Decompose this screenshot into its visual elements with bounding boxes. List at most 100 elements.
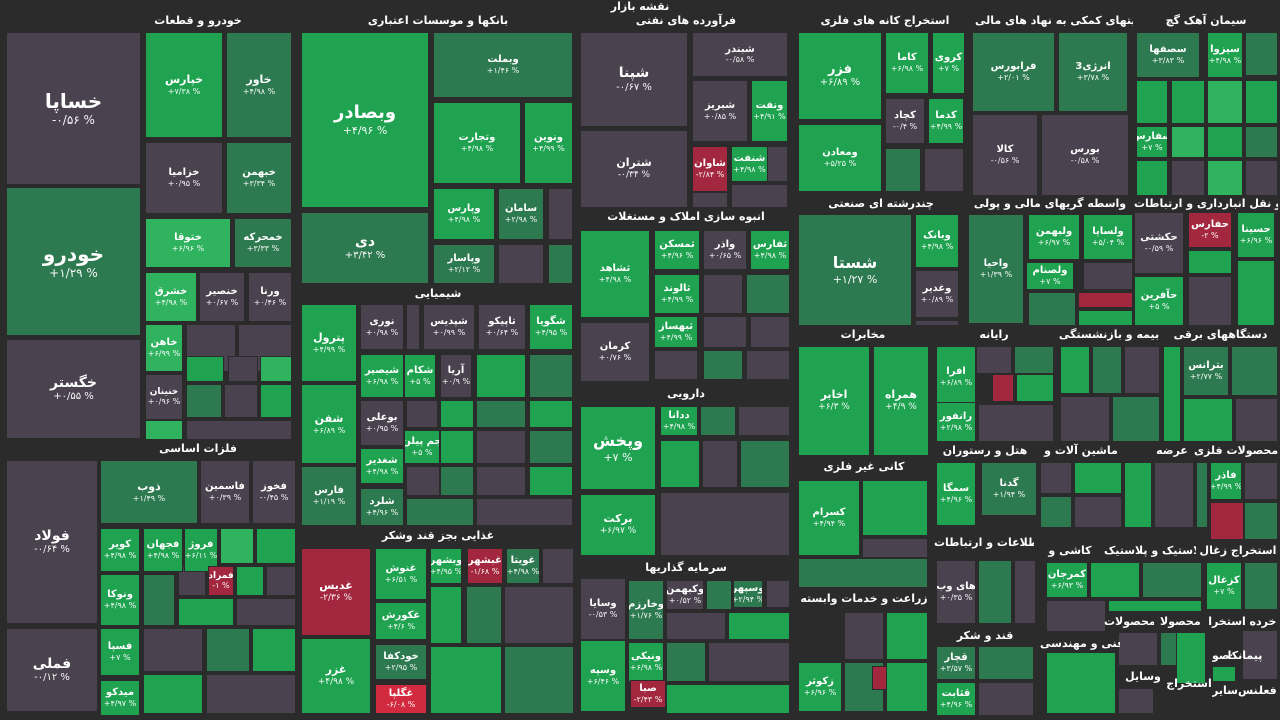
treemap-cell[interactable] — [1244, 562, 1278, 610]
stock-tile[interactable]: تاپیکو +۰/۶۴ % — [478, 304, 526, 350]
stock-tile[interactable]: ولساپا +۵/۰۴ % — [1083, 214, 1133, 260]
stock-tile[interactable]: شستا +۱/۲۷ % — [798, 214, 912, 326]
treemap-cell[interactable] — [728, 612, 790, 640]
treemap-cell[interactable] — [1245, 32, 1278, 76]
treemap-cell[interactable] — [186, 356, 224, 382]
stock-tile[interactable]: آریا +۰/۹ % — [440, 354, 472, 398]
treemap-cell[interactable] — [1078, 310, 1133, 326]
stock-tile[interactable]: خنینان +۰/۹۶ % — [145, 374, 183, 420]
treemap-cell[interactable] — [1108, 600, 1202, 612]
treemap-cell[interactable] — [702, 440, 738, 488]
treemap-cell[interactable] — [504, 646, 574, 714]
stock-tile[interactable]: شگویا +۴/۹۵ % — [529, 304, 573, 350]
treemap-cell[interactable] — [978, 404, 1054, 442]
stock-tile[interactable]: حفارس -۲ % — [1188, 212, 1232, 248]
stock-tile[interactable]: ونفت +۴/۹۱ % — [751, 80, 788, 142]
stock-tile[interactable]: میدکو +۴/۹۷ % — [100, 680, 140, 716]
stock-tile[interactable]: سصفها +۳/۸۳ % — [1136, 32, 1200, 78]
stock-tile[interactable]: حآفرین +۵ % — [1134, 276, 1184, 326]
stock-tile[interactable]: ثشاهد +۴/۹۸ % — [580, 230, 650, 318]
stock-tile[interactable]: وبانک +۴/۹۸ % — [915, 214, 959, 268]
treemap-cell[interactable] — [1074, 496, 1122, 528]
stock-tile[interactable]: خاهن +۶/۹۹ % — [145, 324, 183, 372]
stock-tile[interactable]: خزامیا +۰/۹۵ % — [145, 142, 223, 214]
treemap-cell[interactable] — [548, 244, 573, 284]
stock-tile[interactable]: خگستر +۰/۵۵ % — [6, 339, 141, 439]
stock-tile[interactable]: وپارس +۴/۹۸ % — [433, 188, 495, 240]
treemap-cell[interactable] — [886, 662, 928, 712]
treemap-cell[interactable] — [256, 528, 296, 564]
treemap-cell[interactable] — [1142, 562, 1202, 598]
stock-tile[interactable]: شفن +۶/۸۹ % — [301, 384, 357, 464]
treemap-cell[interactable] — [1231, 346, 1278, 396]
treemap-cell[interactable] — [1124, 462, 1152, 528]
stock-tile[interactable]: شیصیر +۶/۹۸ % — [360, 354, 404, 398]
treemap-cell[interactable] — [1040, 496, 1072, 528]
treemap-cell[interactable] — [706, 580, 732, 610]
treemap-cell[interactable] — [1074, 462, 1122, 494]
stock-tile[interactable]: دی +۳/۴۲ % — [301, 212, 429, 284]
treemap-cell[interactable] — [529, 354, 573, 398]
stock-tile[interactable]: سامان +۲/۹۸ % — [498, 188, 544, 240]
stock-tile[interactable]: گدنا +۱/۹۴ % — [981, 462, 1037, 516]
stock-tile[interactable]: کدما +۴/۹۹ % — [928, 98, 964, 144]
stock-tile[interactable]: غگلپا -۶/۰۸ % — [375, 684, 427, 714]
stock-tile[interactable]: غنوش +۶/۵۱ % — [375, 548, 427, 600]
treemap-cell[interactable] — [666, 684, 790, 714]
stock-tile[interactable]: پترول +۴/۹۹ % — [301, 304, 357, 382]
treemap-cell[interactable] — [1136, 160, 1168, 196]
stock-tile[interactable]: خاور +۴/۹۸ % — [226, 32, 292, 138]
treemap-cell[interactable] — [406, 466, 440, 496]
stock-tile[interactable]: شتران -۰/۳۴ % — [580, 130, 688, 208]
treemap-cell[interactable] — [504, 586, 574, 644]
treemap-cell[interactable] — [798, 558, 928, 588]
treemap-cell[interactable] — [924, 148, 964, 192]
stock-tile[interactable]: غزر +۴/۹۸ % — [301, 638, 371, 714]
treemap-cell[interactable] — [731, 184, 788, 208]
treemap-cell[interactable] — [1212, 666, 1236, 682]
stock-tile[interactable]: ونیکی +۶/۹۸ % — [628, 642, 664, 682]
stock-tile[interactable]: وخارزم +۱/۷۶ % — [628, 580, 664, 640]
stock-tile[interactable]: نوری +۰/۹۸ % — [360, 304, 404, 350]
treemap-cell[interactable] — [1188, 276, 1232, 326]
treemap-cell[interactable] — [976, 346, 1012, 374]
treemap-cell[interactable] — [692, 192, 728, 208]
treemap-cell[interactable] — [476, 430, 526, 464]
treemap-cell[interactable] — [1092, 346, 1122, 394]
treemap-cell[interactable] — [406, 304, 420, 350]
stock-tile[interactable]: حکشتی -۰/۵۹ % — [1134, 212, 1184, 274]
treemap-cell[interactable] — [440, 400, 474, 428]
treemap-cell[interactable] — [498, 244, 544, 284]
treemap-cell[interactable] — [1207, 126, 1243, 158]
stock-tile[interactable]: فسپا +۷ % — [100, 628, 140, 676]
treemap-cell[interactable] — [1083, 262, 1133, 290]
treemap-cell[interactable] — [1207, 80, 1243, 124]
treemap-cell[interactable] — [746, 274, 790, 314]
stock-tile[interactable]: فاذر +۴/۹۹ % — [1210, 462, 1242, 500]
treemap-cell[interactable] — [978, 682, 1034, 716]
treemap-cell[interactable] — [1028, 292, 1076, 326]
treemap-cell[interactable] — [862, 538, 928, 558]
treemap-cell[interactable] — [406, 400, 438, 428]
stock-tile[interactable]: وسپهر +۲/۹۴ % — [733, 580, 763, 608]
stock-tile[interactable]: وغدیر +۰/۸۹ % — [915, 270, 959, 318]
treemap-cell[interactable] — [266, 566, 296, 596]
stock-tile[interactable]: کزغال +۷ % — [1206, 562, 1242, 610]
stock-tile[interactable]: قثابت +۴/۹۶ % — [936, 682, 976, 716]
stock-tile[interactable]: شبندر -۰/۵۸ % — [692, 32, 788, 77]
stock-tile[interactable]: واحیا +۱/۳۹ % — [968, 214, 1024, 324]
stock-tile[interactable]: ونوین +۴/۹۹ % — [524, 102, 573, 184]
stock-tile[interactable]: غبشهر -۱/۶۸ % — [467, 548, 503, 584]
stock-tile[interactable]: بوعلی +۰/۹۵ % — [360, 400, 404, 446]
treemap-cell[interactable] — [186, 420, 292, 440]
stock-tile[interactable]: اخابر +۶/۳ % — [798, 346, 870, 456]
treemap-cell[interactable] — [236, 598, 296, 626]
stock-tile[interactable]: بترانس +۲/۷۷ % — [1183, 346, 1229, 396]
stock-tile[interactable]: کاما +۶/۹۸ % — [885, 32, 929, 94]
stock-tile[interactable]: فولاد -۰/۶۴ % — [6, 460, 98, 624]
stock-tile[interactable]: شبریز +۰/۸۵ % — [692, 80, 748, 142]
treemap-cell[interactable] — [1196, 462, 1208, 528]
stock-tile[interactable]: خودکفا +۲/۹۵ % — [375, 644, 427, 680]
stock-tile[interactable]: کمرجان +۶/۹۳ % — [1046, 562, 1088, 598]
stock-tile[interactable]: صبا -۲/۴۳ % — [630, 680, 666, 708]
